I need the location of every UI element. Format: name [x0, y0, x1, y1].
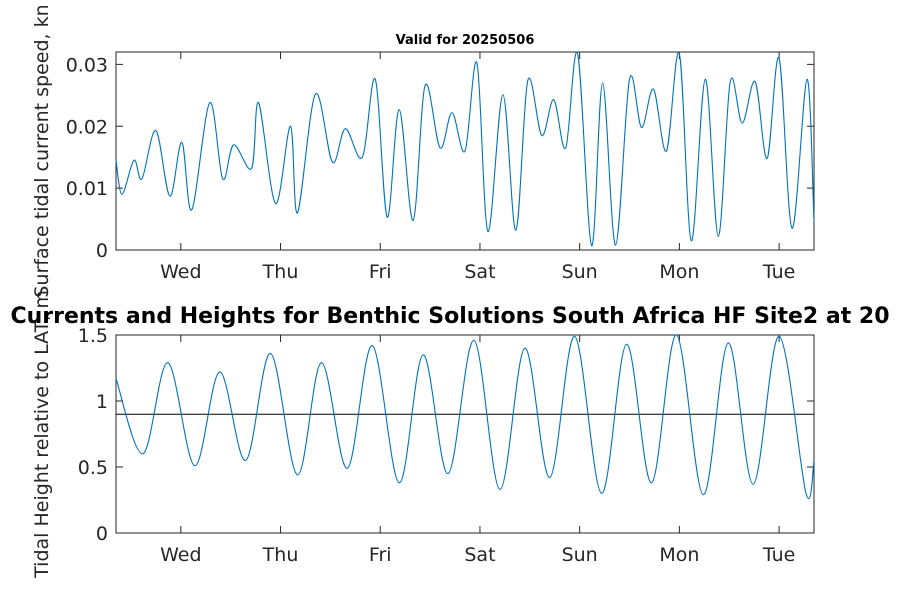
current-speed-line [115, 51, 815, 247]
tidal-height-line [115, 334, 815, 499]
xtick-label: Sun [562, 544, 598, 566]
tidal-height-axes: Wed Thu Fri Sat Sun Mon Tue 0 0.5 1 1.5 Tidal Hei… [31, 290, 815, 579]
xtick-label: Thu [262, 261, 299, 283]
xtick-label: Sun [562, 261, 598, 283]
xtick-label: Sat [464, 544, 495, 566]
current-speed-ylabel: Surface tidal current speed, kn [31, 4, 53, 297]
ytick-label: 1 [96, 391, 108, 413]
xtick-label: Tue [762, 544, 795, 566]
ytick-label: 0.03 [66, 54, 108, 76]
xtick-label: Wed [160, 261, 201, 283]
xtick-label: Wed [160, 544, 201, 566]
current-speed-xticks: Wed Thu Fri Sat Sun Mon Tue [160, 52, 795, 283]
ytick-label: 0.01 [66, 178, 108, 200]
current-speed-title: Valid for 20250506 [396, 33, 535, 48]
xtick-label: Tue [762, 261, 795, 283]
tidal-height-yticks: 0 0.5 1 1.5 [78, 325, 814, 545]
tidal-height-xticks: Wed Thu Fri Sat Sun Mon Tue [160, 335, 795, 566]
xtick-label: Sat [464, 261, 495, 283]
ytick-label: 0.02 [66, 116, 108, 138]
xtick-label: Thu [262, 544, 299, 566]
tidal-height-ylabel: Tidal Height relative to LAT, m [31, 290, 53, 579]
xtick-label: Mon [659, 261, 699, 283]
ytick-label: 0 [96, 240, 108, 262]
tidal-height-plot-area [115, 334, 815, 534]
current-speed-axes: Wed Thu Fri Sat Sun Mon Tue 0 0.01 0.02 0.03 Vali… [31, 4, 815, 298]
ytick-label: 0.5 [78, 457, 108, 479]
ytick-label: 0 [96, 523, 108, 545]
ytick-label: 1.5 [78, 325, 108, 347]
xtick-label: Fri [369, 544, 392, 566]
figure-title: Currents and Heights for Benthic Solutio… [10, 304, 889, 329]
xtick-label: Mon [659, 544, 699, 566]
current-speed-yticks: 0 0.01 0.02 0.03 [66, 54, 814, 262]
xtick-label: Fri [369, 261, 392, 283]
